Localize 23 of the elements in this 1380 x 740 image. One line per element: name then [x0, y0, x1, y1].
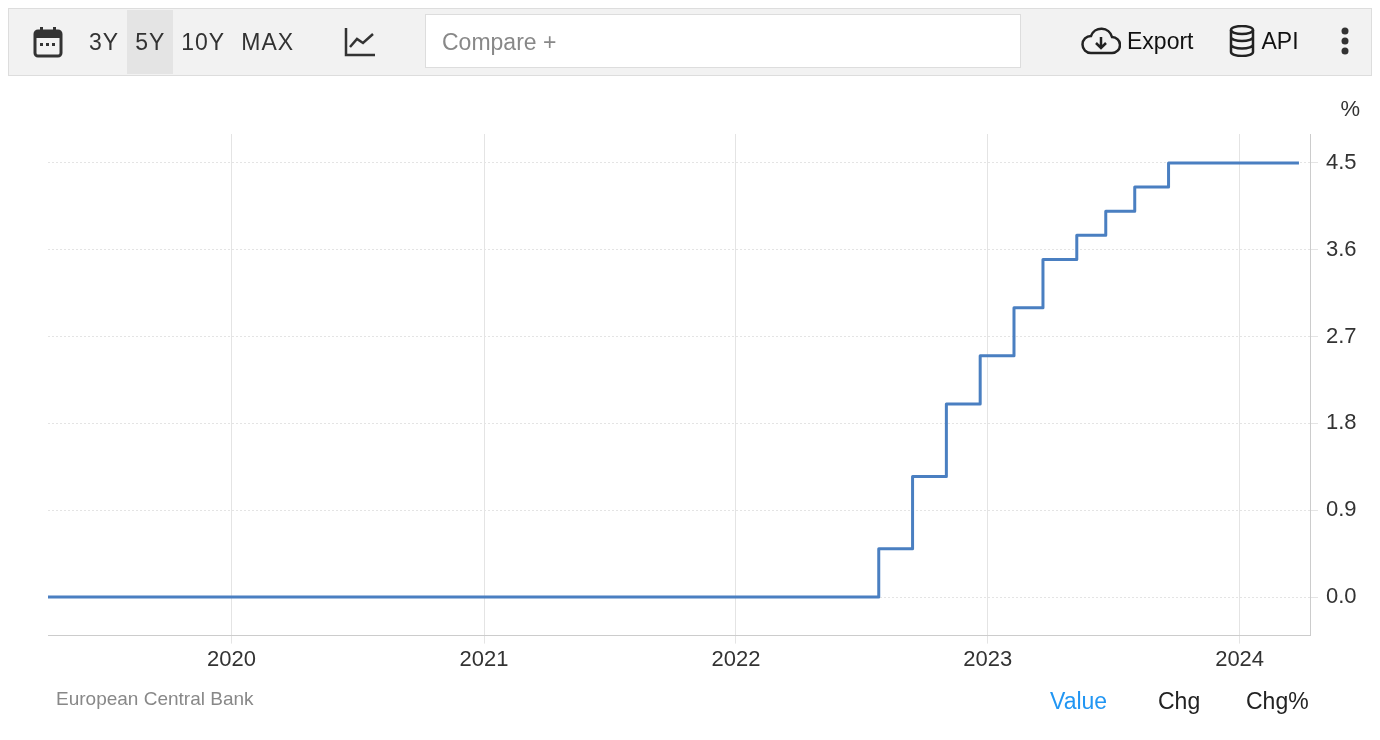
text: Export [1127, 27, 1194, 55]
x-tick-label: 2020 [207, 645, 257, 671]
y-tick-label: 0.0 [1326, 583, 1357, 609]
text: Value [1050, 688, 1108, 715]
y-tick-label: 0.9 [1326, 496, 1357, 522]
text: Compare + [425, 14, 1021, 68]
y-tick-label: 2.7 [1326, 322, 1357, 348]
x-tick-label: 2022 [711, 645, 761, 671]
y-tick-label: 1.8 [1326, 409, 1357, 435]
text: 5Y [127, 10, 174, 74]
text: Chg [1158, 688, 1201, 715]
x-tick-label: 2023 [963, 645, 1013, 671]
y-tick-label: 4.5 [1326, 149, 1357, 174]
text: European Central Bank [56, 688, 254, 710]
x-tick-label: 2024 [1215, 645, 1265, 671]
text: Chg% [1246, 688, 1309, 715]
text: MAX [240, 28, 296, 57]
text: 10Y [180, 28, 227, 57]
x-tick-label: 2021 [459, 645, 509, 671]
y-axis-title: % [1340, 96, 1360, 122]
text: API [1261, 27, 1299, 55]
y-tick-label: 3.6 [1326, 235, 1357, 261]
text: 3Y [88, 28, 121, 57]
